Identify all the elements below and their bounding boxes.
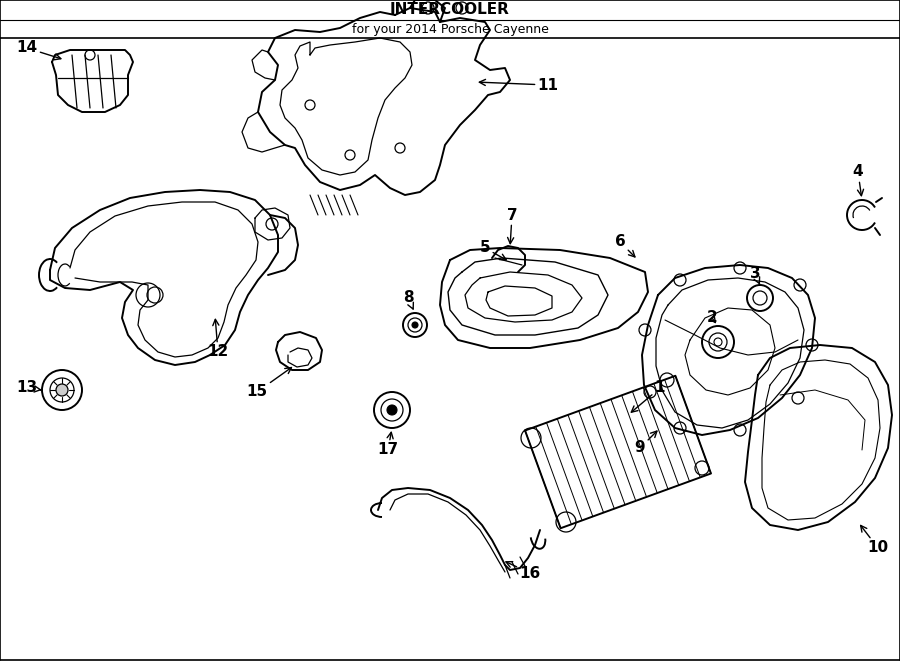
Circle shape [412, 322, 418, 328]
Text: 9: 9 [634, 431, 657, 455]
Text: 14: 14 [16, 40, 61, 59]
Text: 7: 7 [507, 208, 517, 244]
Text: 4: 4 [852, 165, 863, 196]
Text: 15: 15 [247, 368, 292, 399]
Text: 16: 16 [506, 562, 541, 580]
Text: 10: 10 [860, 525, 888, 555]
Text: 3: 3 [750, 266, 760, 284]
Text: 1: 1 [631, 381, 665, 412]
Circle shape [56, 384, 68, 396]
Text: 12: 12 [207, 319, 229, 360]
Text: 17: 17 [377, 432, 399, 457]
Text: 11: 11 [480, 77, 559, 93]
Text: 5: 5 [480, 241, 506, 260]
Text: INTERCOOLER: INTERCOOLER [390, 3, 510, 17]
Circle shape [387, 405, 397, 415]
Text: 2: 2 [706, 311, 717, 325]
Text: for your 2014 Porsche Cayenne: for your 2014 Porsche Cayenne [352, 24, 548, 36]
Text: 13: 13 [16, 381, 40, 395]
Text: 6: 6 [615, 235, 634, 257]
Text: 8: 8 [402, 290, 413, 309]
